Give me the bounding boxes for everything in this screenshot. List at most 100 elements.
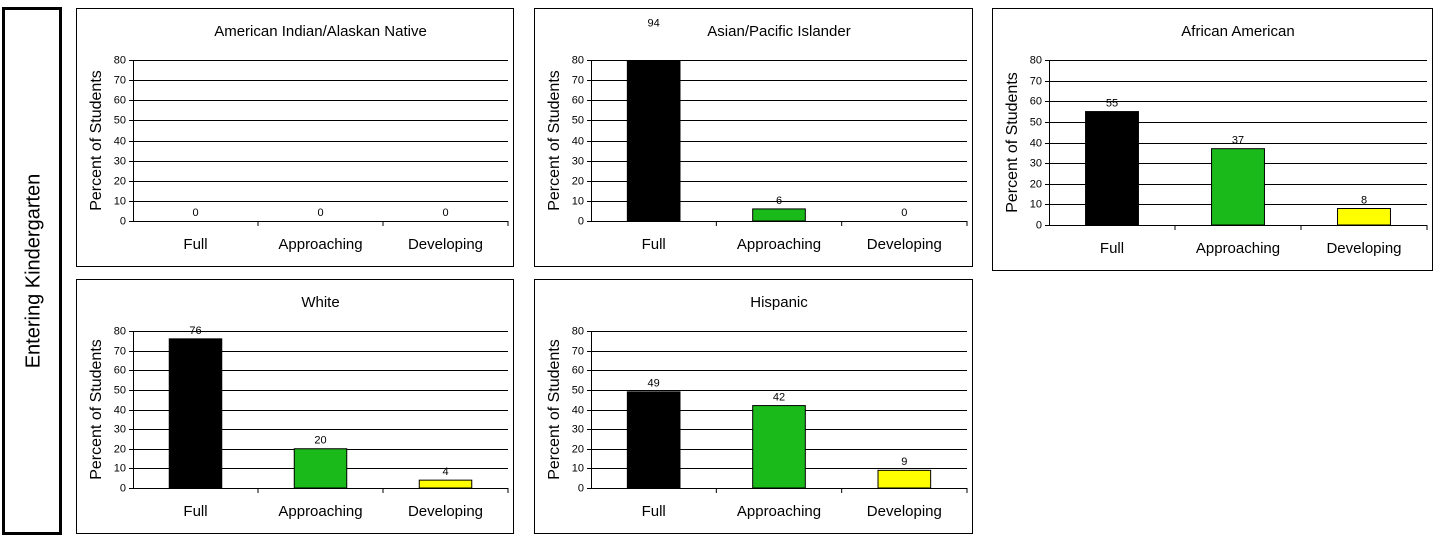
panel-frame	[992, 8, 1433, 271]
chart-panel: Asian/Pacific Islander Percent of Student…	[534, 8, 973, 267]
y-tick-label: 50	[572, 384, 584, 396]
y-tick-label: 30	[114, 155, 126, 167]
y-tick-label: 0	[1036, 219, 1042, 231]
y-tick-label: 20	[114, 443, 126, 455]
y-tick-label: 60	[114, 94, 126, 106]
y-tick-label: 20	[1030, 178, 1042, 190]
bar	[168, 338, 223, 488]
value-label: 0	[442, 207, 448, 219]
y-tick-label: 40	[114, 135, 126, 147]
x-tick-label: Full	[642, 236, 666, 253]
y-tick-label: 70	[114, 74, 126, 86]
y-tick-label: 80	[1030, 54, 1042, 66]
y-axis-label: Percent of Students	[546, 70, 563, 211]
value-label: 6	[776, 195, 782, 207]
x-tick-label: Approaching	[278, 503, 362, 520]
y-tick-label: 60	[1030, 95, 1042, 107]
x-tick-label: Approaching	[737, 236, 821, 253]
value-label: 8	[1361, 194, 1367, 206]
y-tick-label: 10	[1030, 198, 1042, 210]
y-tick-label: 30	[1030, 157, 1042, 169]
chart-panel: African American Percent of Students 0 10 20…	[992, 8, 1433, 271]
y-tick-label: 40	[1030, 137, 1042, 149]
value-label: 20	[314, 435, 326, 447]
y-tick-label: 10	[114, 195, 126, 207]
side-label: Entering Kindergarten	[22, 174, 44, 369]
x-tick-label: Developing	[867, 236, 942, 253]
chart-panel: White Percent of Students 0 10 20 30 40 50 60 70 8…	[76, 279, 514, 534]
y-tick-label: 40	[572, 135, 584, 147]
y-tick-label: 0	[120, 482, 126, 494]
y-tick-label: 60	[572, 94, 584, 106]
side-box	[2, 7, 62, 535]
bar	[877, 469, 932, 488]
x-tick-label: Developing	[408, 236, 483, 253]
chart-title: African American	[1181, 23, 1294, 40]
bar	[1085, 111, 1139, 225]
bar	[626, 60, 681, 221]
y-tick-label: 0	[578, 215, 584, 227]
y-tick-label: 20	[572, 443, 584, 455]
panel-frame	[76, 8, 514, 267]
y-tick-label: 70	[114, 345, 126, 357]
y-tick-label: 60	[114, 364, 126, 376]
y-tick-label: 20	[572, 175, 584, 187]
value-label: 94	[648, 18, 660, 30]
y-tick-label: 0	[120, 215, 126, 227]
y-axis-label: Percent of Students	[546, 339, 563, 480]
value-label: 37	[1232, 135, 1244, 147]
y-axis-label: Percent of Students	[88, 70, 105, 211]
y-tick-label: 50	[114, 114, 126, 126]
y-tick-label: 40	[114, 404, 126, 416]
bar	[1211, 148, 1265, 225]
y-tick-label: 10	[572, 462, 584, 474]
chart-title: White	[301, 294, 339, 311]
y-tick-label: 80	[114, 54, 126, 66]
x-tick-label: Approaching	[1196, 240, 1280, 257]
x-tick-label: Full	[183, 236, 207, 253]
value-label: 0	[317, 207, 323, 219]
bar	[752, 405, 806, 488]
x-tick-label: Approaching	[278, 236, 362, 253]
y-tick-label: 60	[572, 364, 584, 376]
x-tick-label: Full	[1100, 240, 1124, 257]
panel-frame	[76, 279, 514, 534]
y-tick-label: 30	[114, 423, 126, 435]
x-tick-label: Approaching	[737, 503, 821, 520]
y-tick-label: 80	[572, 54, 584, 66]
y-tick-label: 50	[572, 114, 584, 126]
chart-title: Hispanic	[750, 294, 808, 311]
y-tick-label: 70	[572, 74, 584, 86]
chart-panel: American Indian/Alaskan Native Percent of…	[76, 8, 514, 267]
y-tick-label: 30	[572, 423, 584, 435]
value-label: 0	[192, 207, 198, 219]
chart-panel: Hispanic Percent of Students 0 10 20 30 40 50 60…	[534, 279, 973, 534]
bar	[418, 479, 473, 488]
bar	[1337, 208, 1391, 225]
y-tick-label: 50	[114, 384, 126, 396]
y-axis-label: Percent of Students	[1004, 72, 1021, 213]
x-tick-label: Full	[183, 503, 207, 520]
y-tick-label: 40	[572, 404, 584, 416]
chart-title: American Indian/Alaskan Native	[214, 23, 427, 40]
chart-title: Asian/Pacific Islander	[707, 23, 850, 40]
y-tick-label: 70	[1030, 75, 1042, 87]
x-tick-label: Developing	[867, 503, 942, 520]
y-tick-label: 10	[114, 462, 126, 474]
bar	[293, 448, 348, 488]
y-tick-label: 80	[572, 325, 584, 337]
y-tick-label: 30	[572, 155, 584, 167]
value-label: 42	[773, 391, 785, 403]
y-tick-label: 0	[578, 482, 584, 494]
y-tick-label: 80	[114, 325, 126, 337]
value-label: 0	[901, 207, 907, 219]
value-label: 4	[442, 466, 448, 478]
bar	[752, 208, 806, 221]
value-label: 49	[648, 378, 660, 390]
bar	[626, 391, 681, 488]
x-tick-label: Full	[642, 503, 666, 520]
panel-frame	[534, 8, 973, 267]
y-tick-label: 10	[572, 195, 584, 207]
y-tick-label: 20	[114, 175, 126, 187]
